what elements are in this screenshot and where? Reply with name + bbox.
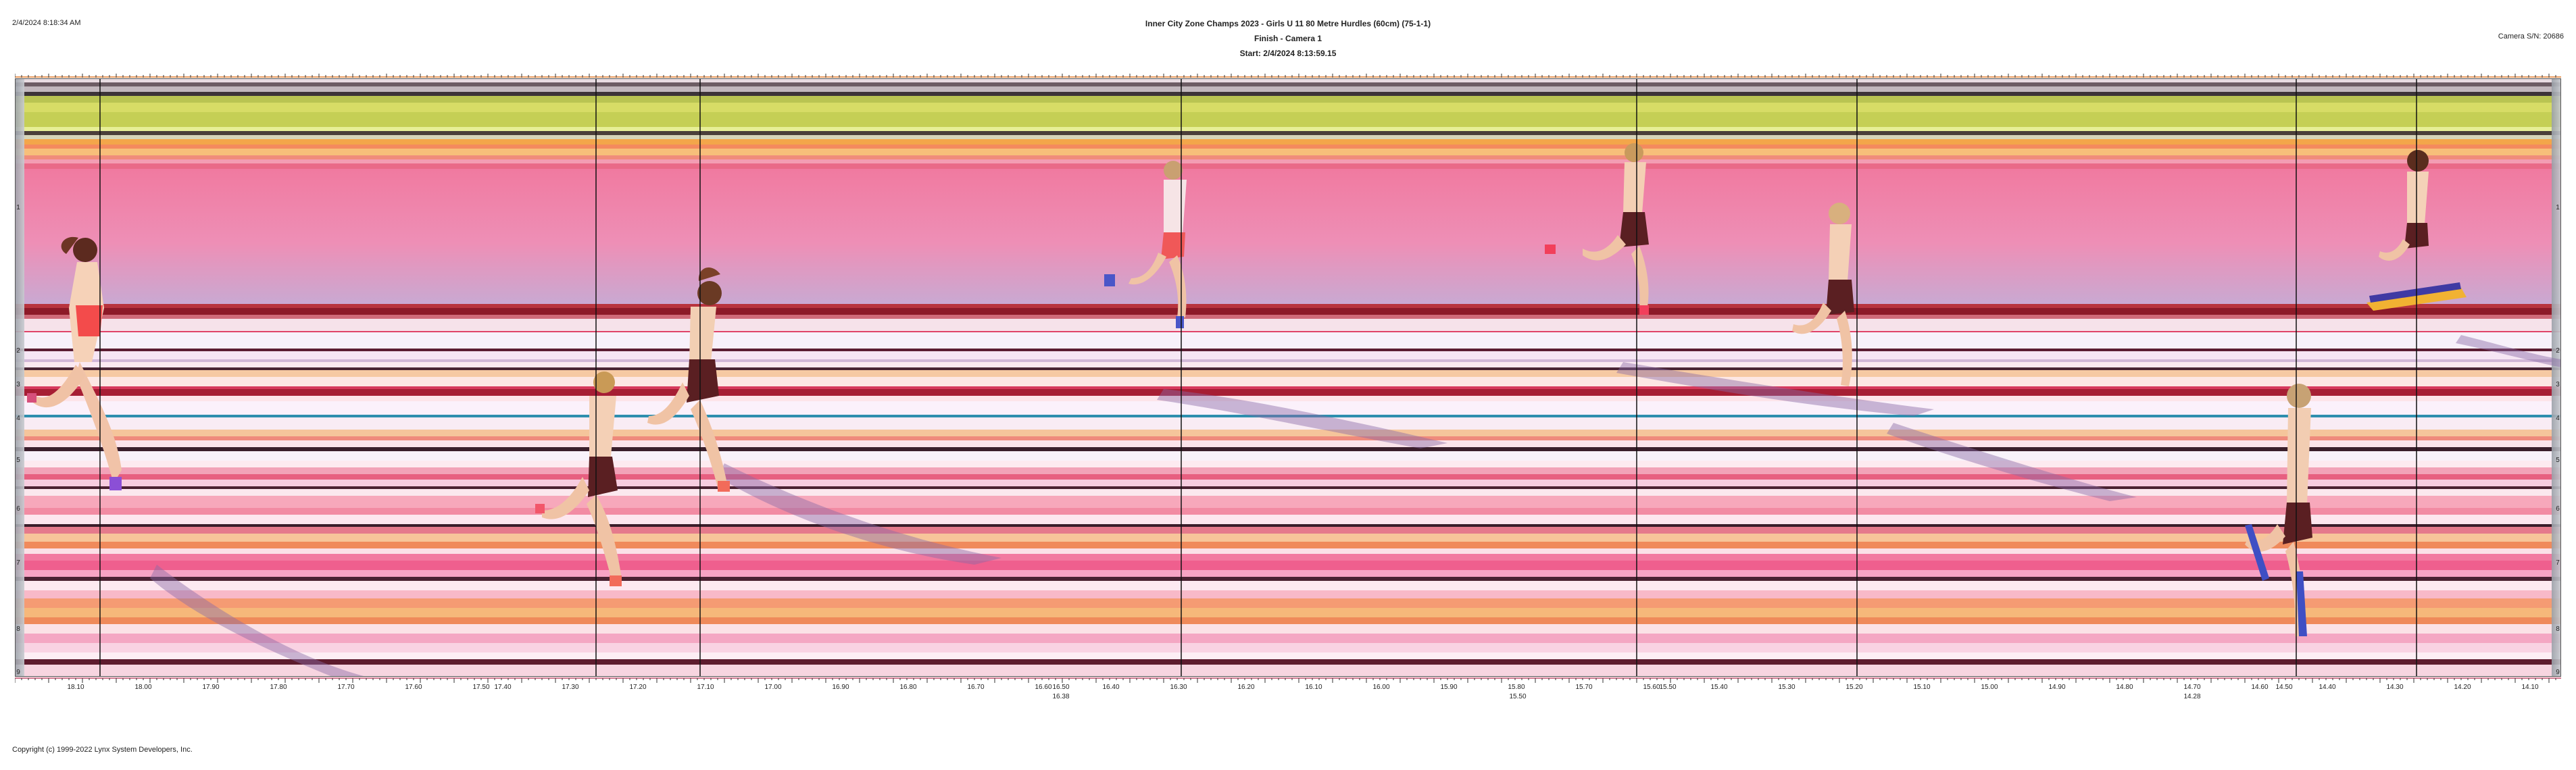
lane-label-7: 7	[16, 559, 20, 567]
lane-label-5: 5	[16, 457, 20, 464]
time-tick-label: 15.90	[1440, 684, 1458, 691]
time-tick-label: 15.10	[1913, 684, 1931, 691]
finish-photo-canvas	[15, 78, 2561, 677]
time-tick-label: 16.20	[1237, 684, 1255, 691]
lane-label-8: 8	[2556, 625, 2560, 633]
finish-line-image[interactable]	[15, 78, 2561, 677]
athlete-lane-2	[1792, 203, 1854, 386]
time-tick-label: 17.60	[405, 684, 422, 691]
time-tick-label: 17.50	[472, 684, 490, 691]
lane-label-4: 4	[16, 415, 20, 422]
lane-label-3: 3	[2556, 381, 2560, 388]
race-header: Inner City Zone Champs 2023 - Girls U 11…	[0, 16, 2576, 61]
lane-label-2: 2	[16, 347, 20, 355]
lane-label-7: 7	[2556, 559, 2560, 567]
time-tick-label: 17.00	[764, 684, 782, 691]
runner-shadows	[150, 335, 2561, 677]
time-marker-label: 16.38	[1052, 693, 1070, 700]
time-tick-label: 15.50	[1659, 684, 1677, 691]
camera-serial: Camera S/N: 20686	[2498, 32, 2564, 41]
time-tick-label: 16.70	[967, 684, 985, 691]
lane-label-1: 1	[16, 204, 20, 211]
time-tick-label: 17.80	[270, 684, 287, 691]
time-tick-label: 15.80	[1508, 684, 1525, 691]
lane-label-8: 8	[16, 625, 20, 633]
lane-label-2: 2	[2556, 347, 2560, 355]
lane-label-6: 6	[16, 505, 20, 513]
copyright-notice: Copyright (c) 1999-2022 Lynx System Deve…	[12, 746, 193, 754]
race-title: Inner City Zone Champs 2023 - Girls U 11…	[1145, 19, 1431, 28]
time-tick-label: 16.40	[1102, 684, 1120, 691]
time-tick-label: 16.90	[832, 684, 849, 691]
time-tick-label: 15.70	[1575, 684, 1593, 691]
race-start-time: Start: 2/4/2024 8:13:59.15	[1239, 49, 1337, 58]
bottom-time-ruler	[15, 677, 2561, 683]
time-tick-label: 15.00	[1981, 684, 1998, 691]
time-tick-label: 16.80	[899, 684, 917, 691]
time-tick-label: 16.50	[1052, 684, 1070, 691]
time-tick-label: 14.80	[2116, 684, 2133, 691]
time-tick-label: 16.60	[1035, 684, 1052, 691]
time-tick-label: 16.10	[1305, 684, 1322, 691]
top-time-ruler	[15, 74, 2561, 78]
time-marker-label: 14.28	[2183, 693, 2201, 700]
time-tick-label: 17.20	[629, 684, 647, 691]
timing-cursor-lines	[99, 78, 2417, 677]
time-tick-label: 17.10	[697, 684, 714, 691]
lane-label-3: 3	[16, 381, 20, 388]
time-tick-label: 18.00	[134, 684, 152, 691]
time-tick-label: 16.30	[1170, 684, 1187, 691]
time-tick-label: 17.30	[562, 684, 579, 691]
time-tick-label: 16.00	[1372, 684, 1390, 691]
time-tick-label: 15.30	[1778, 684, 1795, 691]
time-tick-label: 14.60	[2251, 684, 2269, 691]
time-tick-label: 14.30	[2386, 684, 2404, 691]
time-tick-label: 14.20	[2454, 684, 2471, 691]
time-tick-label: 14.50	[2275, 684, 2293, 691]
time-tick-label: 17.90	[202, 684, 220, 691]
lane-label-5: 5	[2556, 457, 2560, 464]
athlete-lane-7	[2245, 384, 2312, 636]
time-tick-label: 15.20	[1846, 684, 1863, 691]
race-subtitle: Finish - Camera 1	[1254, 34, 1322, 43]
lane-label-9: 9	[16, 669, 20, 676]
lane-label-4: 4	[2556, 415, 2560, 422]
lane-label-1: 1	[2556, 204, 2560, 211]
athlete-lane-8	[27, 236, 122, 490]
time-tick-label: 14.10	[2521, 684, 2539, 691]
lane-label-9: 9	[2556, 669, 2560, 676]
time-tick-label: 15.60	[1643, 684, 1660, 691]
time-tick-label: 14.40	[2319, 684, 2336, 691]
time-tick-label: 18.10	[67, 684, 84, 691]
capture-timestamp: 2/4/2024 8:18:34 AM	[12, 19, 81, 27]
time-tick-label: 14.90	[2048, 684, 2066, 691]
time-tick-label: 17.70	[337, 684, 355, 691]
time-tick-label: 15.40	[1710, 684, 1728, 691]
time-tick-label: 14.70	[2183, 684, 2201, 691]
time-marker-label: 15.50	[1509, 693, 1527, 700]
lane-label-6: 6	[2556, 505, 2560, 513]
time-tick-label: 17.40	[494, 684, 512, 691]
athlete-lane-3	[1545, 143, 1649, 315]
